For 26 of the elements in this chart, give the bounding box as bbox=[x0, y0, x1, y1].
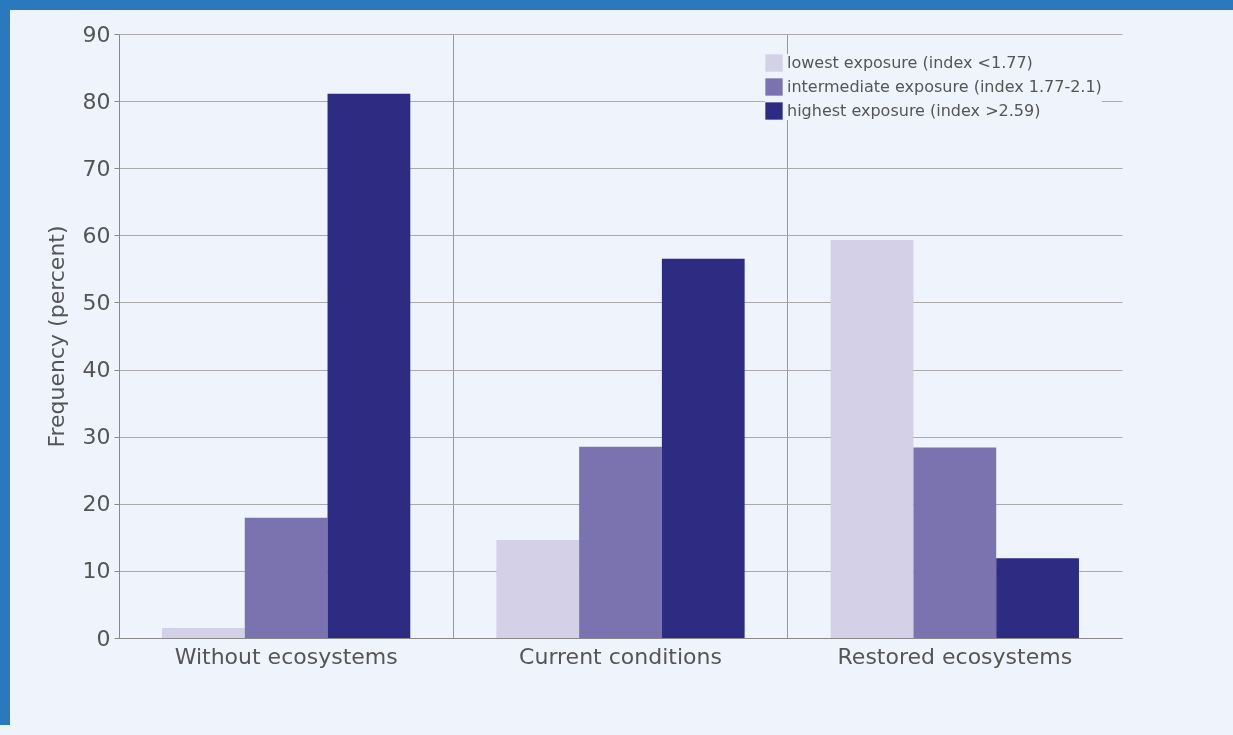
y-tick-label: 30 bbox=[82, 424, 111, 450]
bar bbox=[496, 540, 580, 638]
bar bbox=[661, 258, 745, 638]
legend-label: intermediate exposure (index 1.77-2.1) bbox=[787, 77, 1102, 96]
bar bbox=[162, 627, 245, 638]
y-tick-label: 0 bbox=[96, 625, 111, 651]
legend-label: lowest exposure (index <1.77) bbox=[787, 53, 1033, 72]
y-tick-label: 50 bbox=[82, 289, 111, 315]
bar bbox=[913, 447, 997, 638]
y-tick-label: 70 bbox=[82, 155, 111, 181]
y-axis-title: Frequency (percent) bbox=[43, 225, 69, 448]
bar bbox=[830, 240, 914, 638]
y-tick-label: 90 bbox=[82, 21, 111, 47]
y-tick-label: 60 bbox=[82, 222, 111, 248]
x-tick-label: Current conditions bbox=[519, 643, 722, 669]
bar bbox=[244, 517, 328, 638]
bar bbox=[327, 93, 411, 638]
x-tick-label: Restored ecosystems bbox=[837, 643, 1073, 669]
legend-label: highest exposure (index >2.59) bbox=[787, 101, 1041, 120]
x-tick-label: Without ecosystems bbox=[174, 643, 398, 669]
bar bbox=[579, 446, 662, 638]
bar bbox=[996, 558, 1079, 638]
y-tick-label: 20 bbox=[82, 491, 111, 517]
y-tick-label: 80 bbox=[82, 88, 111, 114]
y-tick-label: 40 bbox=[82, 357, 111, 383]
y-tick-label: 10 bbox=[82, 558, 111, 584]
